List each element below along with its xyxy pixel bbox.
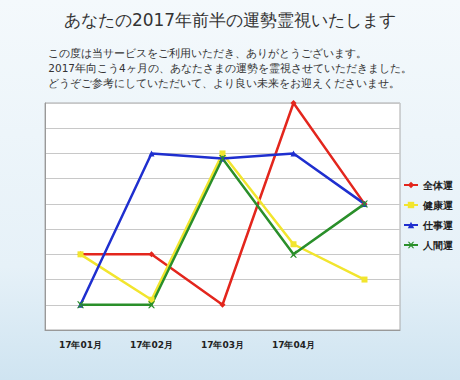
svg-text:あなたの2017年前半の運勢霊視いたします: あなたの2017年前半の運勢霊視いたします <box>64 10 396 30</box>
svg-text:仕事運: 仕事運 <box>422 220 453 231</box>
svg-text:健康運: 健康運 <box>422 200 453 211</box>
svg-text:17年03月: 17年03月 <box>201 340 244 350</box>
svg-text:どうぞご参考にしていただいて、より良い未来をお迎えくださいま: どうぞご参考にしていただいて、より良い未来をお迎えくださいませ。 <box>48 77 400 90</box>
svg-text:2017年向こう4ヶ月の、あなたさまの運勢を霊視させていただ: 2017年向こう4ヶ月の、あなたさまの運勢を霊視させていただきました。 <box>48 62 411 75</box>
svg-text:この度は当サービスをご利用いただき、ありがとうございます。: この度は当サービスをご利用いただき、ありがとうございます。 <box>48 47 367 60</box>
svg-text:全体運: 全体運 <box>422 180 453 191</box>
svg-text:17年04月: 17年04月 <box>272 340 315 350</box>
svg-text:17年01月: 17年01月 <box>59 340 102 350</box>
svg-text:人間運: 人間運 <box>422 240 453 251</box>
svg-text:17年02月: 17年02月 <box>130 340 173 350</box>
